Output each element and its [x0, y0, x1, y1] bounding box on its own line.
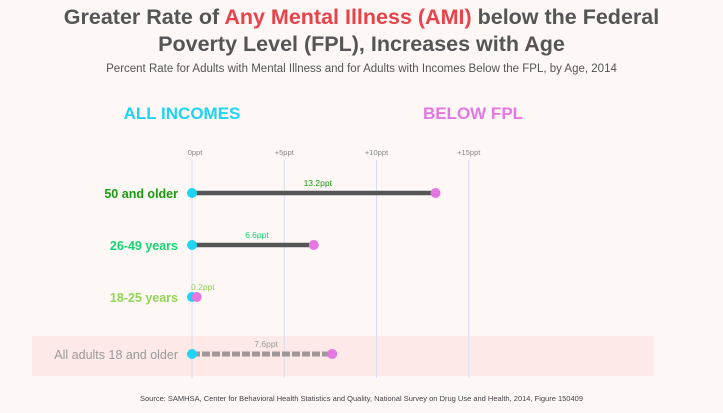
title-part-5: Poverty Level	[158, 32, 298, 56]
row-label: 26-49 years	[110, 239, 178, 253]
below-fpl-point	[327, 349, 338, 359]
source-note: Source: SAMHSA, Center for Behavioral He…	[139, 394, 583, 403]
legend-below-fpl: BELOW FPL	[423, 104, 523, 123]
all-incomes-point	[187, 188, 197, 198]
all-incomes-point	[187, 240, 197, 250]
x-tick-label: +10ppt	[365, 148, 389, 157]
difference-value-label: 0.2ppt	[191, 282, 215, 292]
title-part-6: (FPL), Increases with Age	[298, 32, 565, 56]
x-tick-label: 0ppt	[188, 148, 204, 157]
row-label: 50 and older	[104, 187, 178, 201]
x-tick-label: +5ppt	[275, 148, 295, 157]
chart-subtitle: Percent Rate for Adults with Mental Illn…	[106, 63, 617, 75]
legend-all-incomes: ALL INCOMES	[124, 104, 241, 123]
difference-value-label: 7.6ppt	[254, 339, 278, 349]
difference-value-label: 13.2ppt	[304, 178, 333, 188]
title-part-1: Greater Rate	[63, 5, 193, 29]
chart-title: Greater Rate of Any Mental Illness (AMI)…	[0, 4, 723, 58]
row-label: All adults 18 and older	[54, 348, 178, 362]
title-part-4: below the Federal	[471, 5, 660, 29]
title-part-2: of	[192, 5, 225, 29]
total-row-band	[32, 336, 654, 376]
row-label: 18-25 years	[110, 291, 178, 305]
below-fpl-point	[308, 240, 319, 250]
below-fpl-point	[430, 188, 441, 198]
x-tick-label: +15ppt	[457, 148, 481, 157]
all-incomes-point	[187, 349, 197, 359]
title-part-3: Any Mental Illness (AMI)	[224, 5, 472, 29]
difference-value-label: 6.6ppt	[245, 230, 269, 240]
below-fpl-point	[191, 292, 202, 302]
